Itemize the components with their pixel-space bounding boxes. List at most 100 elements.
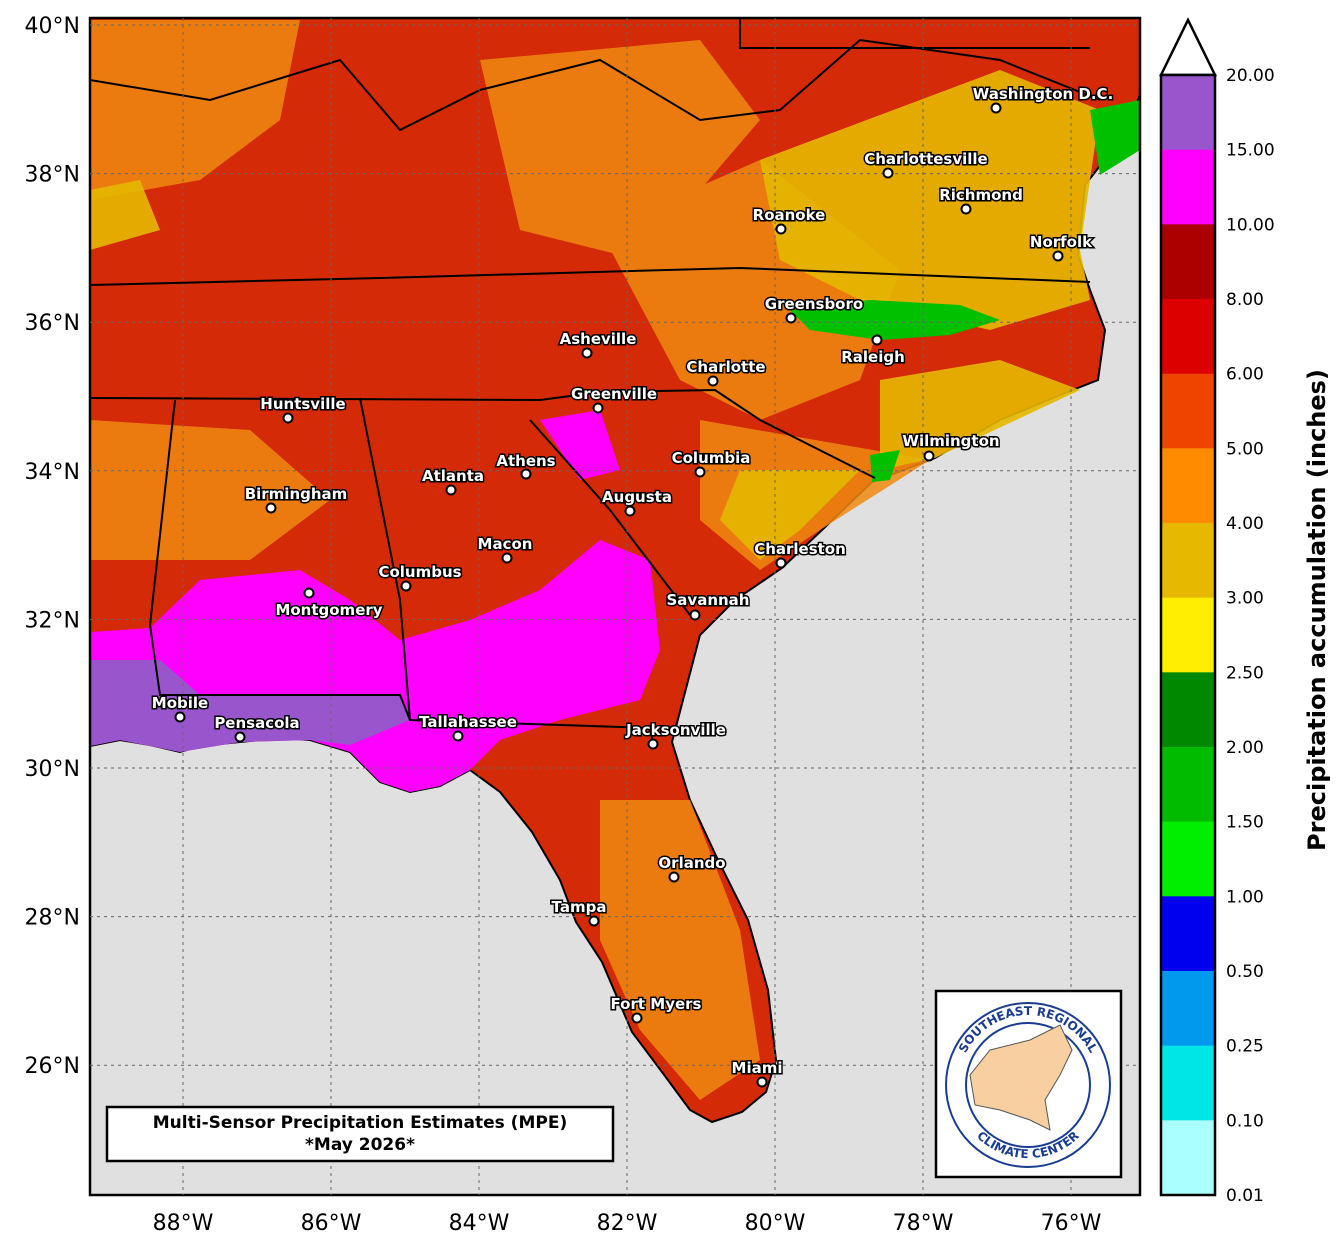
city-dot	[775, 223, 787, 235]
colorbar-label: 4.00	[1226, 514, 1264, 534]
colorbar-label: 0.25	[1226, 1037, 1264, 1057]
colorbar-label: 3.00	[1226, 589, 1264, 609]
city-dot	[631, 1012, 643, 1024]
city-dot	[624, 505, 636, 517]
city-dot	[303, 587, 315, 599]
city-label: Charlottesville	[864, 150, 987, 168]
lon-label: 84°W	[449, 1211, 510, 1236]
colorbar-label: 2.00	[1226, 738, 1264, 758]
logo: SOUTHEAST REGIONAL CLIMATE CENTER	[934, 989, 1123, 1179]
lon-label: 86°W	[301, 1211, 362, 1236]
colorbar-over	[1158, 17, 1218, 77]
colorbar-bin	[1161, 75, 1215, 151]
city-dot	[234, 731, 246, 743]
city-label: Huntsville	[260, 395, 345, 413]
purple-area	[90, 660, 410, 752]
city-label: Augusta	[602, 488, 672, 506]
city-dot	[1052, 250, 1064, 262]
orange-area	[90, 20, 930, 1100]
lon-label: 76°W	[1041, 1211, 1102, 1236]
colorbar-frame	[1159, 73, 1217, 1197]
colorbar-bin	[1161, 1045, 1215, 1121]
city-label: Birmingham	[245, 485, 348, 503]
colorbar-bin	[1161, 523, 1215, 599]
city-dot	[400, 580, 412, 592]
lon-label: 88°W	[153, 1211, 214, 1236]
city-label: Columbia	[672, 449, 751, 467]
lon-label: 78°W	[893, 1211, 954, 1236]
caption-line: *May 2026*	[305, 1135, 415, 1155]
lat-label: 36°N	[25, 311, 80, 336]
colorbar-label: 10.00	[1226, 215, 1275, 235]
city-label: Athens	[496, 452, 555, 470]
city-label: Washington D.C.	[973, 85, 1114, 103]
precip-field	[90, 18, 1140, 1124]
colorbar-title: Precipitation accumulation (inches)	[1303, 369, 1331, 851]
logo-map	[969, 1024, 1073, 1131]
colorbar-bin	[1161, 448, 1215, 524]
lat-label: 38°N	[25, 163, 80, 188]
city-dot	[501, 552, 513, 564]
city-dot	[520, 468, 532, 480]
colorbar-label: 0.01	[1226, 1186, 1264, 1206]
city-dot	[785, 312, 797, 324]
city-dot	[694, 466, 706, 478]
lon-label: 80°W	[745, 1211, 806, 1236]
colorbar-label: 2.50	[1226, 663, 1264, 683]
city-label: Mobile	[152, 694, 208, 712]
city-label: Savannah	[667, 591, 750, 609]
lat-label: 40°N	[25, 14, 80, 39]
lat-label: 28°N	[25, 906, 80, 931]
colorbar-bin	[1161, 821, 1215, 897]
city-dot	[871, 334, 883, 346]
city-dot	[775, 557, 787, 569]
colorbar-bin	[1161, 1120, 1215, 1196]
city-dot	[668, 871, 680, 883]
colorbar-bin	[1161, 597, 1215, 673]
city-label: Asheville	[560, 330, 637, 348]
city-label: Norfolk	[1030, 233, 1093, 251]
lat-label: 32°N	[25, 608, 80, 633]
city-label: Greensboro	[765, 295, 863, 313]
lat-label: 34°N	[25, 460, 80, 485]
green-area	[790, 100, 1140, 482]
city-dot	[174, 711, 186, 723]
city-label: Montgomery	[275, 601, 382, 619]
cities: Washington D.C. Charlottesville Richmond Ro…	[150, 84, 1115, 1088]
colorbar-bin	[1161, 971, 1215, 1047]
city-label: Orlando	[658, 854, 725, 872]
map-frame	[88, 16, 1142, 1197]
lat-label: 30°N	[25, 757, 80, 782]
city-dot	[445, 484, 457, 496]
lon-label: 82°W	[597, 1211, 658, 1236]
colorbar-label: 0.10	[1226, 1111, 1264, 1131]
colorbar-bin	[1161, 299, 1215, 375]
city-label: Jacksonville	[625, 721, 726, 739]
colorbar-label: 1.00	[1226, 887, 1264, 907]
city-label: Richmond	[939, 186, 1023, 204]
city-dot	[756, 1076, 768, 1088]
city-dot	[882, 167, 894, 179]
city-dot	[960, 203, 972, 215]
city-dot	[282, 412, 294, 424]
colorbar-label: 5.00	[1226, 439, 1264, 459]
colorbar-label: 8.00	[1226, 290, 1264, 310]
city-label: Raleigh	[841, 348, 905, 366]
colorbar-bin	[1161, 896, 1215, 972]
colorbar-bin	[1161, 373, 1215, 449]
city-label: Charlotte	[686, 358, 765, 376]
city-label: Wilmington	[902, 432, 999, 450]
colorbar-label: 15.00	[1226, 141, 1275, 161]
caption-box	[105, 1105, 615, 1163]
city-dot	[707, 375, 719, 387]
caption-line: Multi-Sensor Precipitation Estimates (MP…	[153, 1113, 567, 1133]
graticule: 40°N 38°N 36°N 34°N 32°N 30°N 28°N 26°N 88°W 86°W…	[25, 14, 1140, 1236]
city-label: Miami	[732, 1059, 783, 1077]
colorbar-label: 0.50	[1226, 962, 1264, 982]
city-dot	[588, 915, 600, 927]
city-dot	[923, 450, 935, 462]
city-dot	[265, 502, 277, 514]
colorbar-label: 6.00	[1226, 365, 1264, 385]
city-dot	[647, 738, 659, 750]
colorbar-bin	[1161, 747, 1215, 823]
